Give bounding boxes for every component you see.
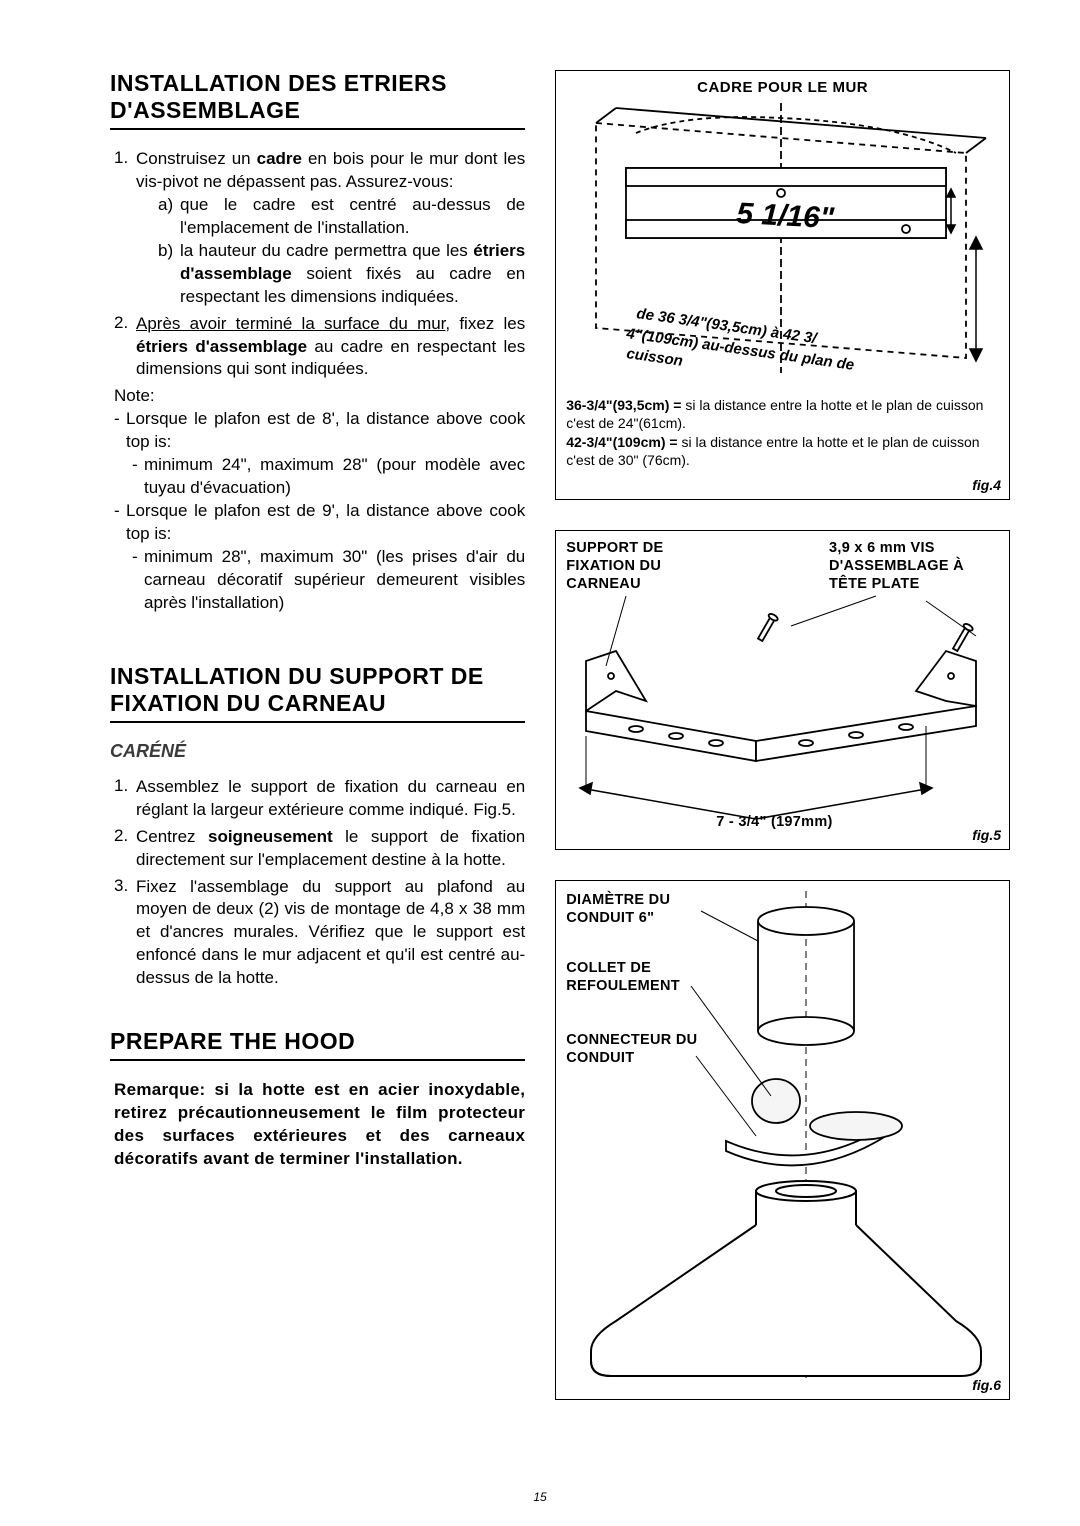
section1-title: INSTALLATION DES ETRIERS D'ASSEMBLAGE	[110, 70, 525, 130]
section2-list: 1. Assemblez le support de fixation du c…	[110, 776, 525, 990]
item-number: 1.	[114, 776, 136, 822]
item-text: Construisez un cadre en bois pour le mur…	[136, 148, 525, 309]
fig4-caption: fig.4	[972, 477, 1001, 493]
item-text: Assemblez le support de fixation du carn…	[136, 776, 525, 822]
item-text: Fixez l'assemblage du support au plafond…	[136, 876, 525, 991]
section3-title: PREPARE THE HOOD	[110, 1028, 525, 1061]
figure-6: DIAMÈTRE DU CONDUIT 6" COLLET DE REFOULE…	[555, 880, 1010, 1400]
figure-5: SUPPORT DE FIXATION DU CARNEAU 3,9 x 6 m…	[555, 530, 1010, 850]
item-number: 2.	[114, 313, 136, 382]
item-number: 3.	[114, 876, 136, 991]
section1-list: 1. Construisez un cadre en bois pour le …	[110, 148, 525, 381]
section2-title: INSTALLATION DU SUPPORT DE FIXATION DU C…	[110, 663, 525, 723]
item-text: Après avoir terminé la surface du mur, f…	[136, 313, 525, 382]
fig5-label-right: 3,9 x 6 mm VIS D'ASSEMBLAGE À TÊTE PLATE	[829, 539, 999, 593]
page-number: 15	[0, 1490, 1080, 1504]
item-text: Centrez soigneusement le support de fixa…	[136, 826, 525, 872]
note-label: Note:	[110, 385, 525, 408]
note-inner: -minimum 24", maximum 28" (pour modèle a…	[110, 454, 525, 500]
fig5-label-left: SUPPORT DE FIXATION DU CARNEAU	[566, 539, 706, 593]
fig5-diagram	[556, 591, 1016, 831]
fig4-diagram: 5 1/16" de 36 3/4"(93,5cm) à 42 3/ 4"(10…	[556, 93, 1016, 433]
section2-subheading: CARÉNÉ	[110, 741, 525, 762]
figure-4: CADRE POUR LE MUR	[555, 70, 1010, 500]
item-number: 2.	[114, 826, 136, 872]
note-list: -Lorsque le plafon est de 9', la distanc…	[110, 500, 525, 546]
item-number: 1.	[114, 148, 136, 309]
fig6-diagram	[556, 881, 1016, 1401]
fig6-caption: fig.6	[972, 1377, 1001, 1393]
fig4-note: 36-3/4"(93,5cm) = si la distance entre l…	[566, 396, 999, 469]
note-list: -Lorsque le plafon est de 8', la distanc…	[110, 408, 525, 454]
section3-note: Remarque: si la hotte est en acier inoxy…	[110, 1079, 525, 1171]
fig5-caption: fig.5	[972, 827, 1001, 843]
fig4-dim: 5 1/16"	[736, 197, 836, 235]
note-inner: -minimum 28", maximum 30" (les prises d'…	[110, 546, 525, 615]
fig5-dim: 7 - 3/4" (197mm)	[716, 813, 832, 831]
